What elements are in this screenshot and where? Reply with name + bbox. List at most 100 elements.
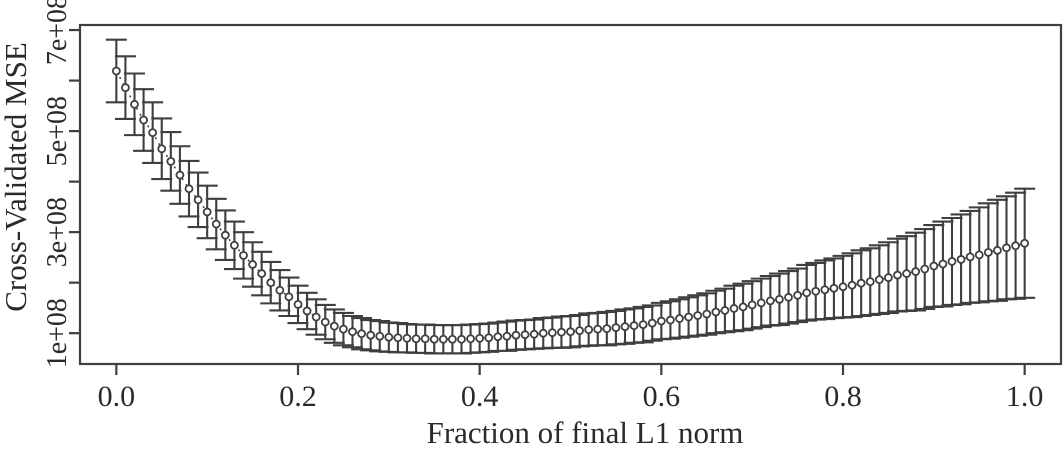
data-point [1020, 238, 1030, 248]
data-point [793, 290, 802, 300]
data-point [520, 330, 530, 340]
data-point [466, 334, 475, 344]
data-point [1011, 241, 1020, 251]
data-point [166, 157, 176, 166]
data-point [911, 267, 921, 276]
data-point [329, 321, 339, 331]
data-point [702, 309, 712, 319]
data-point [884, 273, 893, 283]
y-axis-title: Cross-Validated MSE [0, 42, 33, 312]
data-point [829, 283, 839, 293]
data-point [974, 250, 984, 260]
data-point [693, 311, 703, 320]
data-point [475, 333, 485, 343]
data-point [157, 144, 167, 154]
x-tick-label: 0.0 [98, 380, 136, 413]
data-marks [105, 38, 1036, 355]
data-point [738, 302, 748, 312]
data-point [893, 270, 902, 280]
data-point [856, 278, 866, 288]
data-point [965, 252, 975, 262]
data-point [656, 316, 666, 326]
data-point [429, 334, 439, 344]
data-point [566, 327, 575, 337]
data-point [293, 299, 303, 309]
data-point [647, 318, 657, 328]
data-point [175, 170, 185, 180]
data-point [511, 330, 521, 340]
data-point [584, 325, 594, 335]
data-point [611, 323, 621, 333]
data-point [729, 304, 739, 313]
data-point [538, 328, 548, 338]
data-point [239, 250, 248, 260]
data-point [811, 286, 821, 296]
data-point [929, 261, 939, 271]
data-point [747, 300, 757, 310]
data-point [711, 307, 721, 317]
data-point [366, 330, 376, 340]
data-point [302, 306, 312, 316]
data-point [248, 260, 257, 269]
data-point [1002, 243, 1011, 253]
data-point [284, 292, 294, 302]
data-point [765, 296, 775, 306]
data-point [220, 230, 230, 240]
data-point [438, 334, 448, 344]
data-point [202, 207, 212, 217]
data-point [920, 264, 930, 274]
x-tick-label: 1.0 [1006, 380, 1044, 413]
data-point [529, 329, 539, 339]
data-point [139, 115, 148, 125]
data-point [266, 278, 276, 288]
data-point [629, 321, 639, 331]
data-point [402, 333, 412, 343]
data-point [993, 245, 1002, 255]
data-point [620, 322, 630, 332]
x-tick-label: 0.4 [461, 380, 499, 413]
data-point [775, 294, 784, 304]
data-point [320, 317, 330, 327]
data-point [675, 314, 684, 323]
data-point [547, 328, 557, 338]
data-point [602, 324, 612, 334]
data-point [865, 277, 875, 287]
data-point [148, 128, 158, 138]
data-point [493, 332, 503, 342]
data-point [339, 324, 348, 334]
data-point [593, 324, 603, 334]
data-point [874, 275, 884, 285]
y-tick-label: 5e+08 [42, 96, 73, 166]
data-point [275, 285, 285, 295]
x-tick-label: 0.6 [643, 380, 681, 413]
data-point [121, 83, 130, 93]
data-point [902, 269, 911, 278]
data-point [420, 334, 430, 344]
data-point [184, 184, 194, 194]
data-point [575, 326, 584, 336]
x-tick-label: 0.8 [824, 380, 862, 413]
data-point [211, 219, 221, 229]
data-point [820, 285, 830, 295]
data-point [457, 334, 466, 344]
data-point [947, 257, 957, 266]
data-point [784, 292, 793, 302]
x-tick-label: 0.2 [279, 380, 317, 413]
data-point [838, 282, 848, 292]
data-point [666, 315, 675, 325]
data-point [193, 195, 203, 205]
data-point [448, 334, 457, 344]
plot-box [78, 23, 1063, 366]
axes: 0.0 0.2 0.4 0.6 0.8 1.0 1e+08 3e+08 5e+08 7e+08 [42, 0, 1063, 413]
data-point [638, 320, 648, 329]
data-point [411, 334, 421, 344]
y-tick-label: 7e+08 [42, 0, 73, 65]
data-point [257, 269, 267, 278]
data-point [311, 312, 321, 322]
x-axis-title: Fraction of final L1 norm [427, 415, 744, 449]
data-point [484, 333, 494, 343]
data-point [956, 255, 966, 264]
data-point [357, 329, 366, 339]
